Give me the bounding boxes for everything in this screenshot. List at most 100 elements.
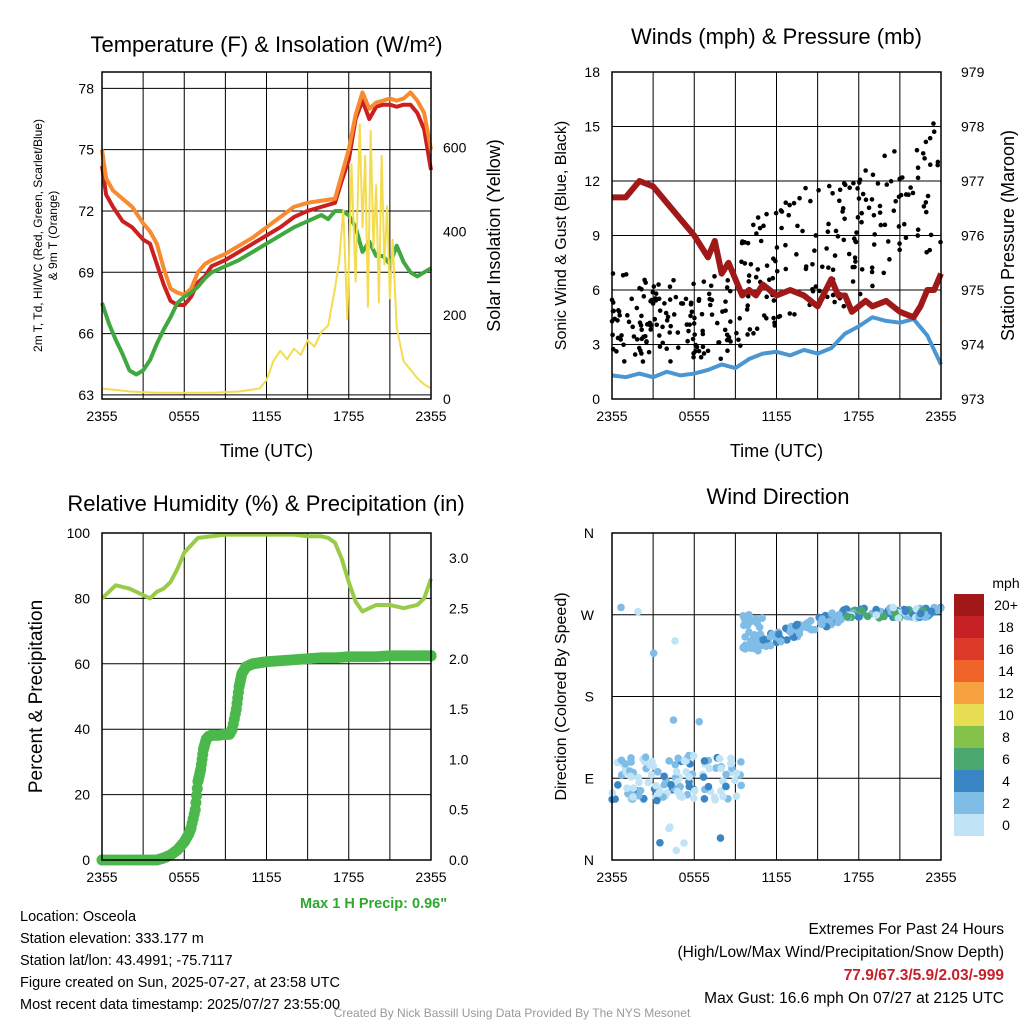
gust-point: [830, 191, 835, 196]
gust-point: [667, 297, 673, 302]
gust-point: [664, 318, 670, 323]
gust-point: [761, 223, 766, 229]
colorbar-unit: mph: [992, 575, 1019, 591]
gust-point: [897, 247, 902, 253]
series-line-blue: [611, 315, 943, 380]
gust-point: [853, 259, 858, 264]
gust-point: [664, 346, 670, 352]
direction-point: [699, 773, 708, 781]
direction-point: [916, 609, 925, 618]
gust-point: [725, 278, 731, 283]
gust-point: [892, 149, 897, 154]
gust-point: [694, 344, 700, 350]
gust-point: [891, 208, 897, 214]
direction-point: [793, 620, 801, 629]
gust-point: [872, 232, 877, 237]
y2-tick-label: 977: [961, 173, 985, 189]
gust-point: [648, 298, 653, 304]
gust-point: [758, 238, 764, 244]
gust-point: [786, 212, 792, 218]
gust-point: [744, 307, 750, 312]
x-tick-label: 2355: [596, 408, 627, 424]
gust-point: [619, 333, 624, 338]
gust-point: [903, 235, 909, 241]
gust-point: [830, 267, 836, 273]
direction-point: [835, 610, 843, 619]
gust-point: [927, 162, 933, 168]
y-tick-label: 0: [592, 391, 600, 407]
gust-point: [923, 139, 929, 145]
y-axis-label-2: & 9m T (Orange): [46, 191, 60, 281]
x-axis-label: Time (UTC): [220, 441, 313, 461]
direction-point: [795, 629, 804, 638]
direction-point: [646, 761, 654, 770]
gust-point: [787, 311, 793, 316]
y-tick-label: 15: [584, 119, 600, 135]
direction-point: [747, 644, 755, 653]
direction-point: [854, 613, 863, 621]
gust-point: [921, 204, 927, 209]
gust-point: [657, 344, 663, 349]
colorbar-label: 20+: [994, 597, 1018, 613]
direction-point: [894, 614, 903, 622]
direction-point: [901, 606, 910, 614]
gust-point: [662, 301, 667, 306]
gust-point: [783, 200, 789, 206]
gust-point: [689, 309, 695, 315]
direction-point: [758, 614, 766, 622]
gust-point: [724, 332, 730, 338]
direction-point: [660, 772, 668, 781]
gust-point: [888, 178, 894, 184]
direction-point: [927, 607, 936, 616]
extremes-block: Extremes For Past 24 Hours (High/Low/Max…: [678, 918, 1005, 1010]
gust-point: [795, 223, 800, 229]
series-line-orange: [100, 90, 433, 297]
gust-point: [625, 313, 630, 318]
direction-point: [667, 780, 675, 789]
x-tick-label: 1155: [251, 408, 281, 424]
colorbar-label: 18: [998, 619, 1014, 635]
direction-point: [727, 754, 735, 763]
direction-point: [810, 625, 819, 634]
colorbar-swatch: [954, 594, 984, 616]
elevation-text: Station elevation: 333.177 m: [20, 931, 204, 947]
gust-point: [927, 247, 933, 253]
x-tick-label: 1155: [251, 869, 281, 885]
direction-point: [704, 782, 713, 791]
y-tick-label: 0: [82, 852, 90, 868]
direction-point: [641, 753, 650, 761]
gust-point: [683, 296, 689, 302]
colorbar-label: 8: [1002, 729, 1010, 745]
direction-point: [689, 752, 698, 760]
y-axis-label: Percent & Precipitation: [26, 600, 47, 793]
gust-point: [863, 168, 868, 173]
station-info: Location: Osceola Station elevation: 333…: [20, 906, 340, 1016]
gust-point: [644, 339, 649, 345]
x-tick-label: 2355: [86, 869, 117, 885]
gust-point: [745, 303, 751, 308]
gust-point: [691, 354, 696, 360]
direction-point: [644, 778, 652, 787]
direction-point: [674, 754, 682, 763]
gust-point: [794, 252, 799, 257]
gust-point: [712, 274, 717, 279]
gust-point: [632, 352, 638, 357]
gust-point: [634, 305, 640, 311]
gust-point: [725, 348, 730, 354]
y-tick-label: 9: [592, 228, 600, 244]
gust-point: [810, 286, 815, 292]
gust-point: [779, 225, 784, 231]
y2-tick-label: 3.0: [449, 550, 469, 566]
credit-text: Created By Nick Bassill Using Data Provi…: [333, 1006, 691, 1020]
direction-point: [722, 770, 730, 779]
direction-point: [755, 623, 764, 632]
gust-point: [724, 337, 730, 343]
direction-point: [690, 794, 698, 802]
gust-point: [927, 135, 933, 141]
gust-point: [842, 216, 847, 222]
y2-tick-label: 974: [961, 337, 985, 353]
max-gust-text: Max Gust: 16.6 mph On 07/27 at 2125 UTC: [704, 990, 1004, 1007]
gust-point: [631, 334, 637, 339]
gust-point: [641, 294, 647, 299]
